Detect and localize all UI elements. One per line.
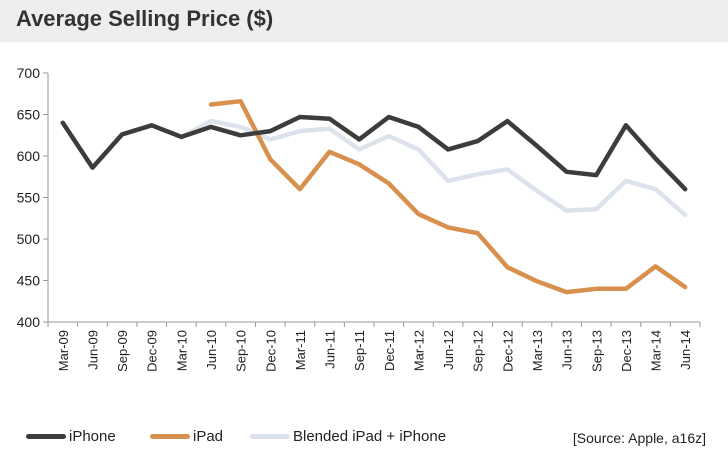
y-tick-label-400: 400 [17, 314, 41, 330]
x-tick-label-mar-14: Mar-14 [649, 330, 664, 371]
y-tick-label-550: 550 [17, 190, 41, 206]
legend-item-ipad: iPad [150, 428, 223, 445]
x-tick-label-mar-09: Mar-09 [56, 330, 71, 371]
x-tick-label-dec-10: Dec-10 [263, 330, 278, 372]
x-tick-label-jun-10: Jun-10 [204, 330, 219, 370]
y-tick-label-600: 600 [17, 148, 41, 164]
series-line-blended-ipad-iphone [179, 118, 688, 218]
legend-item-blended: Blended iPad + iPhone [250, 428, 446, 445]
legend-label-iphone: iPhone [69, 428, 116, 445]
x-tick-label-sep-10: Sep-10 [234, 330, 249, 372]
x-tick-label-jun-13: Jun-13 [560, 330, 575, 370]
x-tick-label-dec-09: Dec-09 [145, 330, 160, 372]
title-bar: Average Selling Price ($) [0, 0, 728, 42]
legend-label-blended: Blended iPad + iPhone [293, 428, 447, 445]
x-tick-label-mar-13: Mar-13 [530, 330, 545, 371]
x-tick-label-sep-11: Sep-11 [352, 330, 367, 371]
chart-title: Average Selling Price ($) [16, 6, 274, 31]
y-tick-label-700: 700 [17, 65, 41, 81]
x-tick-label-dec-13: Dec-13 [619, 330, 634, 372]
x-tick-label-mar-11: Mar-11 [293, 330, 308, 370]
x-tick-label-jun-12: Jun-12 [441, 330, 456, 370]
x-tick-label-jun-14: Jun-14 [678, 330, 693, 370]
y-tick-label-650: 650 [17, 107, 41, 123]
x-tick-label-dec-11: Dec-11 [382, 330, 397, 371]
x-tick-label-mar-10: Mar-10 [174, 330, 189, 371]
legend-label-ipad: iPad [193, 428, 224, 445]
legend-swatch-iphone [26, 434, 66, 439]
x-tick-label-jun-09: Jun-09 [85, 330, 100, 370]
x-tick-label-sep-12: Sep-12 [471, 330, 486, 372]
y-tick-label-500: 500 [17, 231, 41, 247]
legend-item-iphone: iPhone [26, 428, 116, 445]
series-line-ipad [208, 98, 688, 295]
x-tick-label-dec-12: Dec-12 [500, 330, 515, 372]
x-tick-label-sep-09: Sep-09 [115, 330, 130, 372]
x-tick-label-mar-12: Mar-12 [411, 330, 426, 371]
x-tick-label-sep-13: Sep-13 [589, 330, 604, 372]
x-tick-label-jun-11: Jun-11 [323, 330, 338, 369]
line-chart: 400 450 500 550 600 650 700 Mar-09 Jun-09 Sep-09 D… [17, 65, 701, 372]
chart-legend: iPhone iPad Blended iPad + iPhone [Sourc… [0, 424, 728, 454]
source-note: [Source: Apple, a16z] [572, 430, 706, 446]
series-line-iphone [60, 114, 688, 192]
legend-swatch-ipad [150, 434, 190, 439]
y-tick-label-450: 450 [17, 273, 41, 289]
legend-swatch-blended [250, 434, 290, 439]
